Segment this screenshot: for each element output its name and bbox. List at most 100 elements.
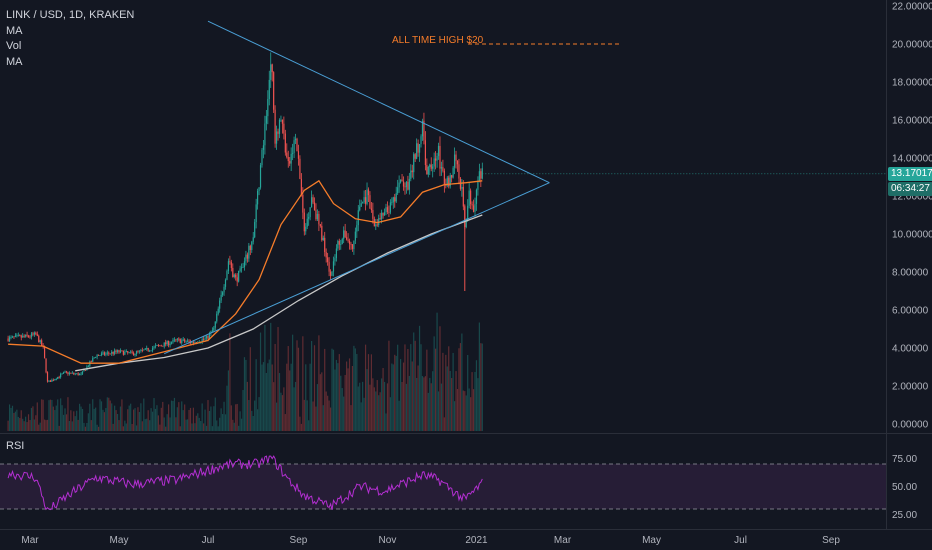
volume-bar [46, 419, 49, 431]
volume-bar [478, 322, 480, 431]
volume-bar [410, 344, 412, 431]
all-time-high-annotation[interactable]: ALL TIME HIGH $20 [392, 35, 484, 46]
volume-bar [138, 411, 141, 431]
volume-bar [19, 418, 21, 431]
volume-bar [181, 401, 183, 431]
volume-bar [246, 381, 248, 431]
volume-bar [251, 410, 253, 431]
candle-body [385, 207, 387, 213]
volume-bar [268, 359, 270, 431]
price-pane[interactable] [7, 20, 886, 431]
volume-bar [359, 382, 361, 431]
candle-body [379, 218, 381, 220]
candle-body [267, 98, 269, 117]
candle-body [271, 64, 273, 73]
candle-body [312, 197, 314, 203]
candle-body [61, 373, 63, 375]
candle-body [235, 274, 237, 278]
candle-body [70, 372, 72, 374]
volume-bar [43, 419, 46, 431]
candle-body [456, 160, 459, 165]
indicator-volume[interactable]: Vol [6, 40, 22, 52]
volume-bar [61, 405, 63, 431]
candle-body [300, 178, 302, 195]
time-tick-label: May [642, 535, 661, 546]
candle-body [106, 352, 108, 354]
volume-bar [168, 404, 170, 431]
candle-body [391, 202, 393, 204]
candle-body [359, 206, 361, 211]
candle-body [25, 334, 27, 337]
candle-body [150, 350, 152, 352]
volume-bar [203, 423, 205, 431]
candle-body [402, 181, 405, 187]
price-tick-label: 16.00000 [892, 116, 932, 127]
volume-bar [399, 359, 402, 431]
volume-bar [315, 406, 317, 431]
volume-bar [290, 363, 292, 431]
candle-body [169, 343, 171, 346]
candle-body [137, 351, 139, 353]
candle-body [376, 224, 378, 226]
candle-body [213, 327, 215, 331]
volume-bar [429, 377, 431, 431]
candle-body [408, 178, 410, 190]
candle-body [100, 353, 103, 356]
volume-bar [286, 363, 288, 431]
volume-bar [293, 387, 295, 431]
candle-body [421, 120, 424, 137]
volume-bar [36, 402, 38, 431]
volume-bar [64, 408, 66, 431]
volume-bar [462, 390, 464, 431]
volume-bar [305, 364, 307, 431]
volume-bar [367, 354, 370, 431]
candle-body [413, 154, 415, 173]
candle-body [10, 336, 12, 338]
candle-body [90, 361, 92, 363]
candle-body [480, 171, 482, 179]
candle-body [340, 244, 342, 245]
volume-bar [453, 401, 456, 431]
indicator-ma-fast[interactable]: MA [6, 24, 23, 37]
candle-body [163, 342, 165, 347]
candle-body [278, 119, 281, 134]
volume-bar [423, 377, 425, 431]
candle-body [173, 339, 176, 341]
volume-bar [240, 418, 243, 431]
volume-bar [318, 335, 320, 431]
candle-body [83, 370, 85, 372]
volume-bar [55, 405, 57, 431]
candle-body [184, 339, 186, 342]
volume-bar [159, 424, 161, 431]
rsi-title[interactable]: RSI [6, 440, 25, 452]
candle-body [43, 346, 46, 359]
volume-bar [7, 420, 9, 431]
price-tick-label: 18.00000 [892, 78, 932, 89]
rsi-pane[interactable] [0, 455, 886, 511]
volume-bar [76, 410, 78, 431]
time-tick-label: 2021 [465, 535, 488, 546]
ma-fast-line [8, 179, 483, 364]
volume-bar [95, 407, 97, 431]
candle-body [71, 372, 73, 374]
candle-body [468, 190, 470, 206]
volume-bar [401, 381, 403, 431]
indicator-ma-slow[interactable]: MA [6, 55, 23, 68]
volume-bar [115, 410, 117, 431]
volume-bar [292, 334, 294, 431]
candle-body [474, 203, 476, 212]
volume-bar [137, 407, 139, 431]
candle-body [128, 352, 130, 354]
volume-bar [334, 369, 336, 431]
volume-bar [275, 402, 278, 431]
volume-bar [309, 363, 311, 431]
volume-bar [375, 391, 377, 431]
candle-body [426, 165, 428, 175]
volume-bar [451, 378, 453, 431]
candle-body [227, 261, 230, 272]
candle-body [226, 271, 228, 280]
candle-body [84, 370, 87, 371]
candle-body [389, 202, 391, 213]
